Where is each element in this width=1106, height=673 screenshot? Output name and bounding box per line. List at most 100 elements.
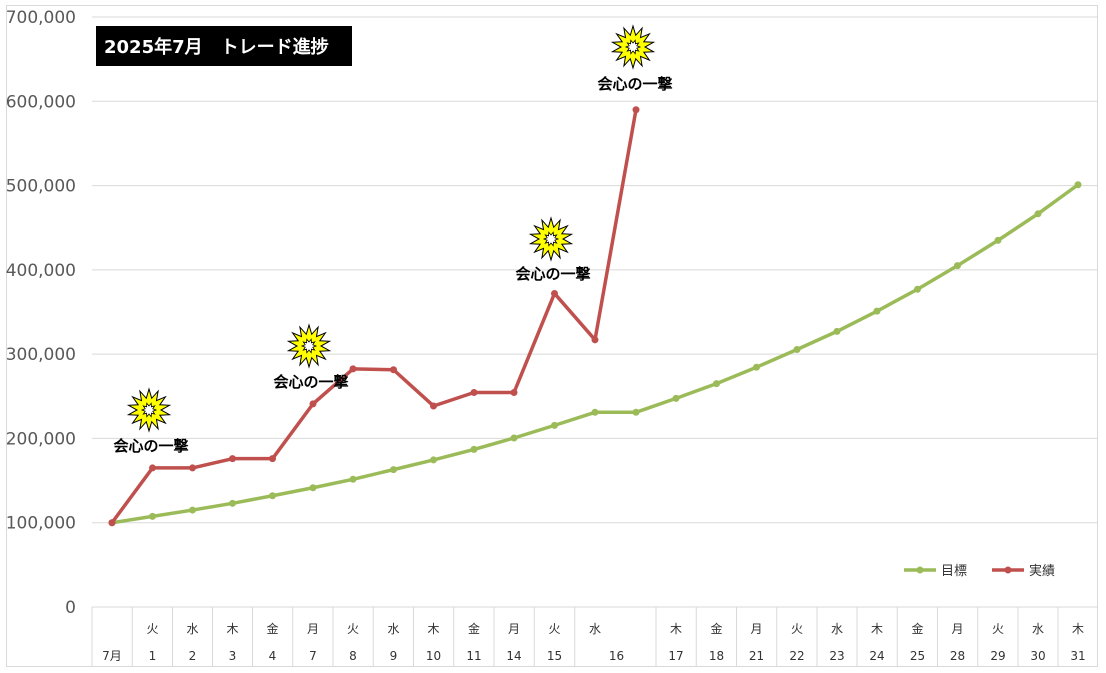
- legend-marker: [1004, 566, 1012, 574]
- y-tick-label: 200,000: [6, 429, 76, 449]
- x-tick-weekday: 火: [791, 622, 803, 636]
- y-axis-ticks: 0 100,000 200,000 300,000 400,000 500,000 600,…: [6, 8, 76, 618]
- x-tick-day: 10: [426, 649, 441, 663]
- data-point: [873, 307, 881, 315]
- x-tick-weekday: 木: [871, 622, 883, 636]
- x-tick-day: 3: [229, 649, 237, 663]
- chart-title-box: 2025年7月 トレード進捗: [96, 26, 352, 66]
- legend-label: 目標: [941, 564, 967, 579]
- data-point: [510, 434, 518, 442]
- x-tick-day: 29: [990, 649, 1005, 663]
- annotation: 会心の一撃: [273, 323, 349, 391]
- legend-entry: 実績: [992, 563, 1055, 579]
- x-tick-day: 15: [547, 649, 562, 663]
- starburst-center: [624, 39, 642, 55]
- annotation-label: 会心の一撃: [515, 265, 590, 283]
- data-point: [349, 475, 357, 483]
- data-point: [269, 455, 276, 463]
- data-point: [914, 285, 921, 293]
- x-tick-weekday: 月: [951, 622, 963, 636]
- x-tick-day: 1: [149, 649, 157, 663]
- data-point: [189, 506, 196, 514]
- data-point: [954, 262, 961, 270]
- x-tick-day: 7: [309, 649, 317, 663]
- x-tick-day: 18: [709, 649, 724, 663]
- data-point: [309, 484, 317, 492]
- series-line-actual: [110, 109, 638, 524]
- chart-title: 2025年7月 トレード進捗: [104, 36, 329, 58]
- x-tick-day: 25: [910, 649, 925, 663]
- data-point: [470, 445, 478, 453]
- annotation-label: 会心の一撃: [597, 75, 672, 93]
- data-point: [753, 363, 760, 371]
- data-point: [430, 402, 437, 410]
- annotation-label: 会心の一撃: [273, 373, 348, 391]
- x-tick-day: 23: [829, 649, 844, 663]
- data-point: [430, 456, 437, 464]
- annotation: 会心の一撃: [515, 216, 591, 283]
- x-tick-day: 11: [466, 649, 481, 663]
- starburst-center: [140, 402, 158, 418]
- x-tick-weekday: 木: [226, 622, 238, 636]
- data-point: [793, 346, 801, 354]
- data-point: [149, 512, 156, 520]
- x-tick-weekday: 水: [186, 622, 198, 636]
- x-tick-day: 28: [950, 649, 965, 663]
- x-tick-day: 2: [189, 649, 197, 663]
- x-tick-day: 22: [789, 649, 804, 663]
- data-point: [713, 380, 720, 388]
- data-point: [672, 394, 680, 402]
- x-tick-weekday: 金: [710, 621, 722, 636]
- data-point: [309, 400, 317, 408]
- x-tick-weekday: 火: [146, 622, 158, 636]
- legend-entry: 目標: [904, 564, 967, 579]
- y-tick-label: 0: [65, 598, 76, 618]
- x-tick-weekday: 水: [387, 622, 399, 636]
- y-tick-label: 400,000: [6, 261, 76, 281]
- data-point: [994, 236, 1002, 244]
- data-point: [390, 366, 397, 374]
- data-point: [551, 421, 558, 429]
- x-tick-day: 14: [506, 649, 521, 663]
- annotation: 会心の一撃: [113, 387, 189, 455]
- data-point: [510, 388, 518, 396]
- data-point: [551, 289, 558, 297]
- data-point: [390, 466, 397, 474]
- data-point: [591, 408, 599, 416]
- data-point: [1074, 181, 1082, 189]
- gridlines: [92, 16, 1097, 524]
- data-point: [108, 519, 116, 527]
- data-point: [149, 464, 156, 472]
- data-point: [269, 492, 276, 500]
- x-tick-day: 31: [1070, 649, 1085, 663]
- data-point: [470, 388, 478, 396]
- x-tick-day: 24: [869, 649, 884, 663]
- data-point: [632, 408, 640, 416]
- x-tick-weekday: 火: [992, 622, 1004, 636]
- data-point: [189, 464, 196, 472]
- data-point: [349, 365, 357, 373]
- x-tick-weekday: 月: [307, 622, 319, 636]
- x-tick-weekday: 木: [1072, 622, 1084, 636]
- chart-frame: [6, 5, 1098, 667]
- x-tick-day: 7月: [102, 649, 122, 663]
- x-tick-weekday: 水: [831, 622, 843, 636]
- annotation: 会心の一撃: [597, 24, 673, 93]
- series-lines: [108, 106, 1082, 527]
- x-tick-weekday: 月: [508, 622, 520, 636]
- x-tick-weekday: 木: [427, 622, 439, 636]
- x-tick-weekday: 水: [589, 622, 601, 636]
- data-point: [1034, 210, 1042, 218]
- y-tick-label: 100,000: [6, 514, 76, 534]
- x-tick-day: 8: [349, 649, 357, 663]
- y-tick-label: 700,000: [6, 8, 76, 28]
- data-point: [229, 455, 236, 463]
- x-tick-day: 17: [668, 649, 683, 663]
- x-tick-weekday: 木: [670, 622, 682, 636]
- data-point: [833, 327, 841, 335]
- y-tick-label: 600,000: [6, 92, 76, 112]
- x-tick-weekday: 金: [468, 621, 480, 636]
- x-tick-weekday: 火: [548, 622, 560, 636]
- x-tick-weekday: 火: [347, 622, 359, 636]
